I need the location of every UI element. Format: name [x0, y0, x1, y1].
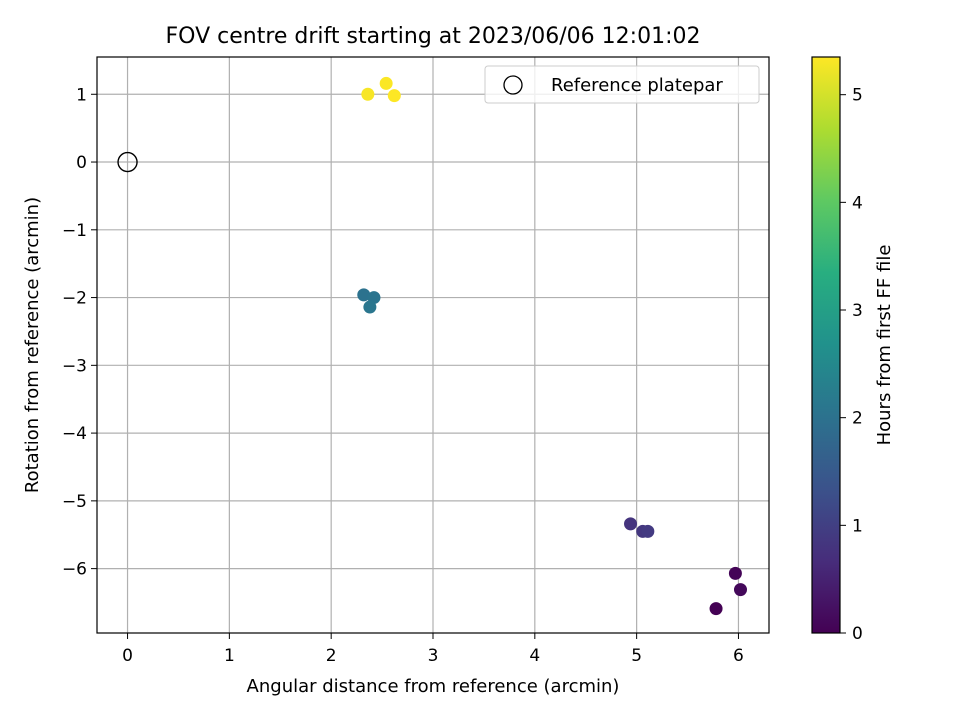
- data-point-10: [379, 76, 393, 90]
- y-tick-label: −3: [62, 356, 87, 376]
- colorbar-tick-label: 2: [852, 409, 863, 429]
- colorbar-ticks: 0 1 2 3 4 5: [840, 86, 863, 644]
- data-point-9: [361, 87, 375, 101]
- data-point-8: [363, 300, 377, 314]
- data-point-11: [387, 89, 401, 103]
- data-point-0: [709, 602, 723, 616]
- y-tick-label: −4: [62, 424, 87, 444]
- y-tick-label: −1: [62, 221, 87, 241]
- x-tick-label: 1: [224, 646, 235, 666]
- colorbar: [811, 56, 841, 634]
- y-axis-ticks: 1 0 −1 −2 −3 −4 −5 −6: [62, 85, 97, 580]
- colorbar-tick-label: 1: [852, 516, 863, 536]
- x-axis-label: Angular distance from reference (arcmin): [247, 676, 620, 697]
- chart-title: FOV centre drift starting at 2023/06/06 …: [166, 24, 701, 49]
- data-point-1: [728, 566, 742, 580]
- data-points: [357, 76, 747, 616]
- x-tick-label: 4: [529, 646, 540, 666]
- x-axis-ticks: 0 1 2 3 4 5 6: [122, 633, 744, 666]
- legend-reference-marker: [503, 75, 523, 95]
- data-point-2: [733, 583, 747, 597]
- x-tick-label: 6: [733, 646, 744, 666]
- colorbar-tick-label: 3: [852, 301, 863, 321]
- legend: Reference platepar: [484, 65, 760, 104]
- data-point-6: [357, 288, 371, 302]
- colorbar-tick-label: 5: [852, 86, 863, 106]
- legend-box: [484, 65, 760, 104]
- reference-marker-group: [117, 151, 138, 173]
- data-point-5: [641, 524, 655, 538]
- colorbar-label: Hours from first FF file: [874, 245, 895, 446]
- y-tick-label: 1: [76, 85, 87, 105]
- data-point-3: [624, 517, 638, 531]
- x-tick-label: 2: [326, 646, 337, 666]
- x-tick-label: 0: [122, 646, 133, 666]
- grid-lines: [97, 57, 769, 633]
- legend-label-reference: Reference platepar: [551, 75, 723, 96]
- y-tick-label: 0: [76, 153, 87, 173]
- colorbar-tick-label: 4: [852, 193, 863, 213]
- y-tick-label: −6: [62, 560, 87, 580]
- x-tick-label: 3: [428, 646, 439, 666]
- y-axis-label: Rotation from reference (arcmin): [22, 197, 43, 493]
- reference-marker: [117, 151, 138, 173]
- colorbar-tick-label: 0: [852, 624, 863, 644]
- y-tick-label: −5: [62, 492, 87, 512]
- x-tick-label: 5: [631, 646, 642, 666]
- y-tick-label: −2: [62, 289, 87, 309]
